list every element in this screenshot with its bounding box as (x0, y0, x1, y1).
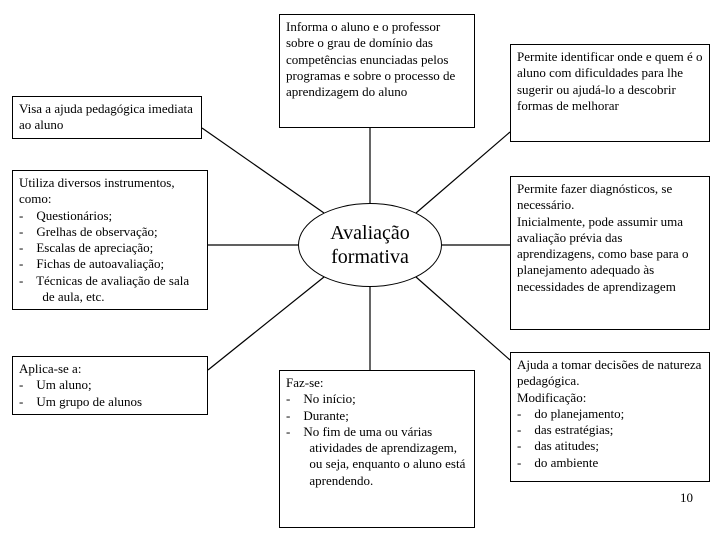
box-informa: Informa o aluno e o professor sobre o gr… (279, 14, 475, 128)
list-item: - No fim de uma ou várias atividades de … (286, 424, 468, 489)
box-utiliza: Utiliza diversos instrumentos, como:- Qu… (12, 170, 208, 310)
box-permite-diagnosticos: Permite fazer diagnósticos, se necessári… (510, 176, 710, 330)
list-item: - do ambiente (517, 455, 703, 471)
list-item: - Questionários; (19, 208, 201, 224)
list-item: - Fichas de autoavaliação; (19, 256, 201, 272)
box-lead: Aplica-se a: (19, 361, 201, 377)
list-item: - Técnicas de avaliação de sala de aula,… (19, 273, 201, 306)
box-lead: Ajuda a tomar decisões de natureza pedag… (517, 357, 703, 406)
box-permite-identificar: Permite identificar onde e quem é o alun… (510, 44, 710, 142)
box-lead: Faz-se: (286, 375, 468, 391)
list-item: - Grelhas de observação; (19, 224, 201, 240)
list-item: - No início; (286, 391, 468, 407)
center-text: Avaliação formativa (330, 221, 410, 269)
box-visa: Visa a ajuda pedagógica imediata ao alun… (12, 96, 202, 139)
box-aplica: Aplica-se a:- Um aluno;- Um grupo de alu… (12, 356, 208, 415)
list-item: - Um grupo de alunos (19, 394, 201, 410)
list-item: - das atitudes; (517, 438, 703, 454)
box-ajuda: Ajuda a tomar decisões de natureza pedag… (510, 352, 710, 482)
center-ellipse: Avaliação formativa (298, 203, 442, 287)
list-item: - do planejamento; (517, 406, 703, 422)
box-faz: Faz-se:- No início;- Durante;- No fim de… (279, 370, 475, 528)
list-item: - Durante; (286, 408, 468, 424)
list-item: - Um aluno; (19, 377, 201, 393)
list-item: - Escalas de apreciação; (19, 240, 201, 256)
box-lead: Utiliza diversos instrumentos, como: (19, 175, 201, 208)
list-item: - das estratégias; (517, 422, 703, 438)
page-number: 10 (680, 490, 693, 506)
